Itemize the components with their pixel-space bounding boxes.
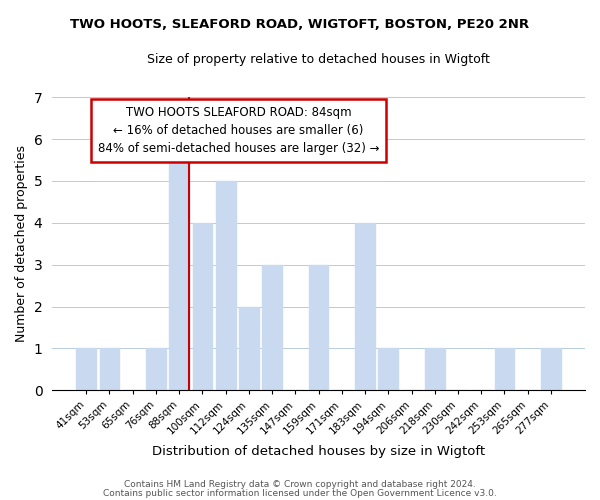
Bar: [169, 139, 189, 390]
Bar: [193, 223, 212, 390]
X-axis label: Distribution of detached houses by size in Wigtoft: Distribution of detached houses by size …: [152, 444, 485, 458]
Bar: [100, 348, 119, 391]
Title: Size of property relative to detached houses in Wigtoft: Size of property relative to detached ho…: [147, 52, 490, 66]
Text: TWO HOOTS SLEAFORD ROAD: 84sqm
← 16% of detached houses are smaller (6)
84% of s: TWO HOOTS SLEAFORD ROAD: 84sqm ← 16% of …: [98, 106, 379, 155]
Bar: [239, 306, 259, 390]
Bar: [494, 348, 514, 391]
Text: Contains HM Land Registry data © Crown copyright and database right 2024.: Contains HM Land Registry data © Crown c…: [124, 480, 476, 489]
Y-axis label: Number of detached properties: Number of detached properties: [15, 146, 28, 342]
Bar: [355, 223, 375, 390]
Bar: [146, 348, 166, 391]
Text: Contains public sector information licensed under the Open Government Licence v3: Contains public sector information licen…: [103, 488, 497, 498]
Bar: [425, 348, 445, 391]
Bar: [379, 348, 398, 391]
Bar: [216, 181, 236, 390]
Bar: [541, 348, 561, 391]
Text: TWO HOOTS, SLEAFORD ROAD, WIGTOFT, BOSTON, PE20 2NR: TWO HOOTS, SLEAFORD ROAD, WIGTOFT, BOSTO…: [70, 18, 530, 30]
Bar: [76, 348, 96, 391]
Bar: [262, 264, 282, 390]
Bar: [309, 264, 328, 390]
